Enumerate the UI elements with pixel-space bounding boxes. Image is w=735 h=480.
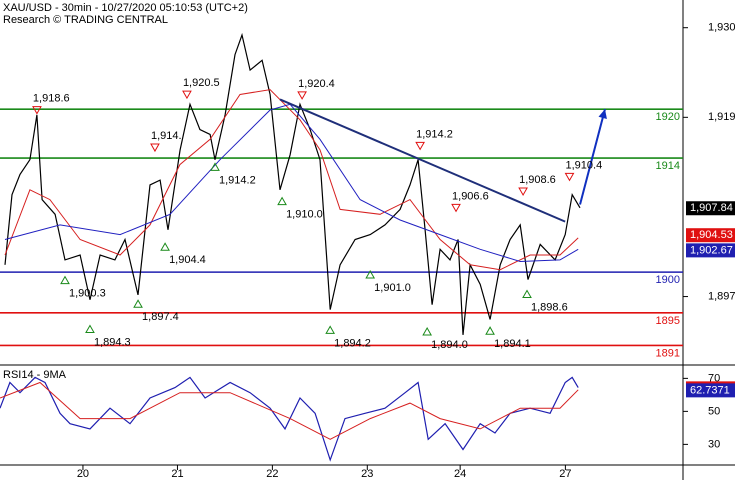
x-tick-label: 23 — [361, 468, 373, 480]
low-marker — [325, 325, 336, 334]
high-marker — [297, 91, 307, 100]
high-label: 1,908.6 — [519, 174, 556, 186]
low-marker — [485, 326, 495, 335]
series-line — [4, 103, 579, 263]
low-marker — [277, 196, 287, 206]
high-marker — [564, 172, 575, 182]
y-tick-label: 1,919 — [708, 111, 735, 123]
x-tick-label: 21 — [171, 468, 183, 480]
series-line — [4, 32, 581, 335]
high-marker — [451, 203, 461, 213]
trend-line — [279, 98, 566, 223]
y-tick-label: 1,897 — [708, 290, 735, 302]
high-marker — [150, 143, 160, 153]
x-tick-label: 20 — [77, 468, 89, 480]
last-value-box — [686, 228, 735, 243]
low-marker — [422, 326, 432, 336]
low-label: 1,897.4 — [142, 311, 179, 323]
low-marker — [60, 275, 70, 285]
high-marker — [182, 90, 192, 100]
high-label: 1,920.4 — [298, 78, 335, 90]
chart-subtitle: Research © TRADING CENTRAL — [3, 14, 168, 26]
low-label: 1,914.2 — [219, 174, 256, 186]
high-marker — [415, 141, 425, 151]
low-marker — [210, 162, 220, 171]
level-label: 1914 — [656, 160, 680, 172]
y-tick-label: 50 — [708, 405, 720, 417]
low-marker — [133, 299, 143, 308]
high-label: 1,906.6 — [452, 190, 489, 202]
arrow-head — [598, 109, 607, 119]
last-value-label: 1,907.84 — [690, 202, 733, 214]
high-label: 1,914.2 — [416, 128, 453, 140]
x-tick-label: 27 — [559, 468, 571, 480]
low-marker — [85, 324, 95, 334]
forecast-arrow — [579, 108, 606, 205]
high-label: 1,910.4 — [566, 159, 603, 171]
low-label: 1,910.0 — [286, 209, 323, 221]
level-label: 1900 — [656, 274, 680, 286]
series-line — [0, 376, 579, 462]
last-value-label: 62.7371 — [690, 384, 730, 396]
low-label: 1,900.3 — [69, 288, 106, 300]
last-value-box — [686, 243, 735, 258]
low-marker — [160, 242, 170, 251]
panel-title: RSI14 - 9MA — [3, 369, 67, 381]
y-tick-label: 70 — [708, 372, 720, 384]
series-line — [0, 381, 579, 440]
high-label: 1,914. — [151, 130, 182, 142]
level-label: 1895 — [656, 315, 680, 327]
level-label: 1891 — [656, 347, 680, 359]
low-label: 1,894.3 — [94, 336, 131, 348]
low-label: 1,894.0 — [431, 339, 468, 351]
x-tick-label: 22 — [266, 468, 278, 480]
chart-title: XAU/USD - 30min - 10/27/2020 05:10:53 (U… — [3, 2, 248, 14]
last-value-box — [686, 201, 735, 216]
last-value-box — [686, 383, 735, 398]
low-marker — [522, 289, 532, 299]
high-marker — [32, 106, 42, 115]
low-label: 1,898.6 — [531, 301, 568, 313]
low-label: 1,894.1 — [494, 338, 531, 350]
x-tick-label: 24 — [454, 468, 466, 480]
high-label: 1,918.6 — [33, 92, 70, 104]
low-label: 1,904.4 — [169, 254, 206, 266]
low-label: 1,901.0 — [374, 282, 411, 294]
low-marker — [365, 269, 376, 279]
level-label: 1920 — [656, 111, 680, 123]
series-line — [4, 89, 579, 271]
y-tick-label: 30 — [708, 438, 720, 450]
last-value-label: 1,902.67 — [690, 244, 733, 256]
high-marker — [518, 187, 528, 197]
y-tick-label: 1,930 — [708, 22, 735, 34]
high-label: 1,920.5 — [183, 77, 220, 89]
last-value-label: 1,904.53 — [690, 229, 733, 241]
low-label: 1,894.2 — [334, 337, 371, 349]
